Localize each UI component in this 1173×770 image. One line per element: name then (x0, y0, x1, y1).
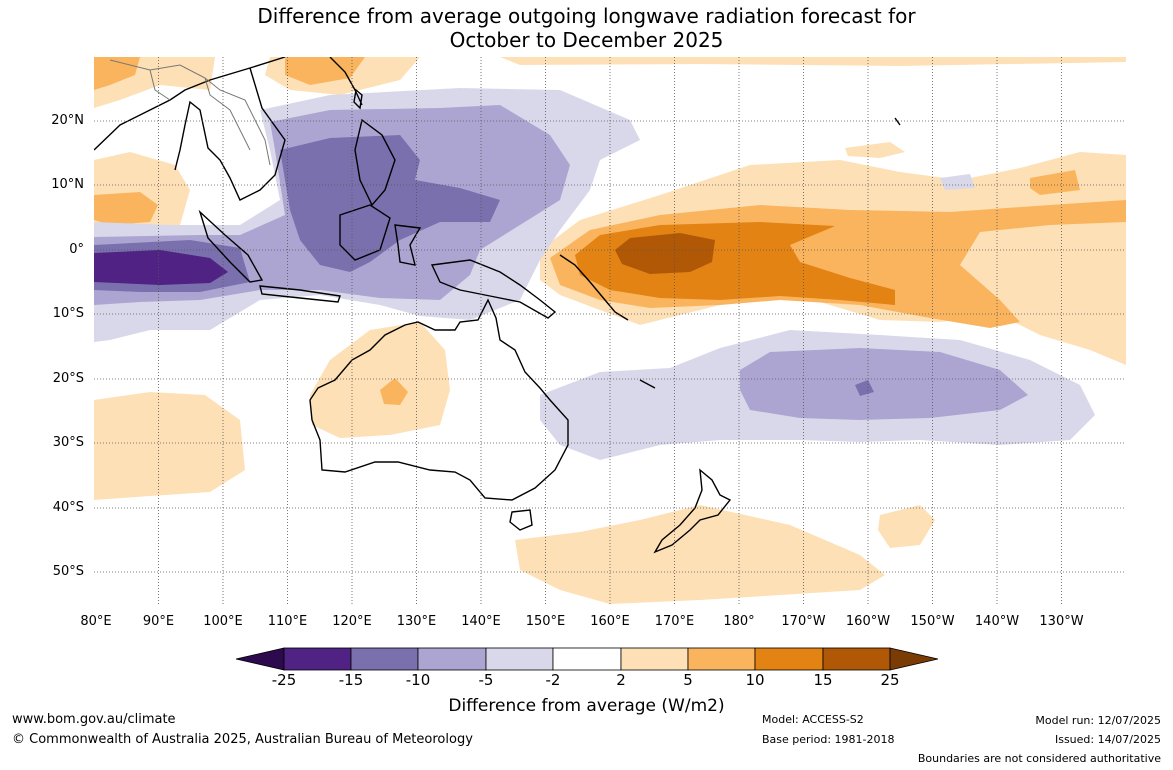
map-title-line1: Difference from average outgoing longwav… (257, 4, 916, 28)
gridlines (94, 57, 1126, 604)
lon-label: 140°W (974, 614, 1020, 629)
footer-model-run: Model run: 12/07/2025 (1035, 714, 1161, 727)
philippines-outline (354, 118, 396, 207)
anomaly-region-positive-medium (1030, 170, 1080, 195)
footer-model: Model: ACCESS-S2 (762, 713, 864, 726)
colorbar-bin (485, 647, 554, 671)
lon-label: 100°E (203, 614, 243, 629)
colorbar-title: Difference from average (W/m2) (448, 696, 725, 716)
lat-label: 20°S (52, 371, 84, 386)
colorbar (235, 647, 939, 671)
sulawesi-outline (394, 224, 422, 266)
anomaly-region-positive-light (94, 392, 245, 500)
lat-label: 10°S (52, 306, 84, 321)
colorbar-tick-label: -25 (271, 671, 297, 689)
lon-label: 180° (723, 614, 755, 629)
colorbar-tick-label: 2 (616, 671, 626, 689)
lon-label: 160°E (590, 614, 630, 629)
colorbar-bin (417, 647, 487, 671)
anomaly-region-positive-light (515, 505, 885, 604)
colorbar-bin (283, 647, 352, 671)
lat-label: 30°S (52, 435, 84, 450)
lat-label: 20°N (51, 113, 84, 128)
lon-label: 110°E (267, 614, 308, 629)
new-guinea-outline (430, 259, 557, 319)
colorbar-bin (687, 647, 756, 671)
colorbar-tick-label: 5 (683, 671, 693, 689)
colorbar-bin (620, 647, 689, 671)
colorbar-tick-label: 10 (745, 671, 765, 689)
colorbar-tick-label: 15 (813, 671, 833, 689)
anomaly-region-negative-strong (855, 380, 874, 396)
lon-label: 150°E (525, 614, 566, 629)
lon-label: 120°E (332, 614, 372, 629)
footer-url[interactable]: www.bom.gov.au/climate (12, 712, 176, 727)
colorbar-bin (822, 647, 891, 671)
footer-copyright: © Commonwealth of Australia 2025, Austra… (12, 732, 473, 747)
lat-label: 10°N (51, 177, 84, 192)
footer-base-period: Base period: 1981-2018 (762, 733, 895, 746)
australia-outline (309, 298, 569, 501)
asia-coastline (94, 57, 363, 201)
anomaly-shading (94, 57, 1126, 604)
colorbar-bin (350, 647, 419, 671)
anomaly-region-positive-light (845, 142, 905, 158)
anomaly-region-positive-light (310, 322, 450, 438)
lon-label: 150°W (910, 614, 955, 629)
anomaly-region-negative-strong (280, 135, 500, 272)
footer-issued: Issued: 14/07/2025 (1054, 733, 1161, 746)
lon-label: 80°E (80, 614, 112, 629)
pacific-islands-outline (559, 117, 901, 389)
lat-label: 50°S (52, 564, 84, 579)
lat-label: 0° (69, 242, 84, 257)
tasmania-outline (509, 509, 533, 531)
anomaly-region-positive-strongest (615, 233, 715, 274)
lon-label: 170°E (654, 614, 695, 629)
footer-disclaimer: Boundaries are not considered authoritat… (917, 752, 1161, 765)
map-title-line2: October to December 2025 (449, 28, 724, 52)
anomaly-region-positive-medium (94, 57, 140, 90)
lon-label: 140°E (461, 614, 501, 629)
coastlines (94, 57, 901, 554)
lon-label: 160°W (845, 614, 891, 629)
anomaly-region-negative-medium (740, 348, 1028, 420)
colorbar-extend-max (889, 647, 939, 671)
java-outline (259, 285, 341, 303)
anomaly-region-positive-light (878, 505, 935, 548)
anomaly-region-positive-medium (380, 378, 408, 405)
japan-outline (353, 88, 363, 110)
colorbar-tick-label: -5 (478, 671, 494, 689)
anomaly-region-positive-medium (285, 57, 365, 85)
colorbar-bin (552, 647, 622, 671)
colorbar-extend-min (235, 647, 285, 671)
anomaly-region-positive-light (500, 57, 1126, 66)
anomaly-region-negative-strongest (94, 250, 228, 285)
country-borders (109, 59, 271, 166)
new-zealand-outline (653, 468, 732, 554)
colorbar-tick-label: -10 (405, 671, 431, 689)
colorbar-tick-label: -2 (545, 671, 561, 689)
anomaly-region-positive-medium (94, 192, 158, 225)
colorbar-tick-label: 25 (880, 671, 900, 689)
sumatra-outline (198, 209, 264, 283)
lon-label: 130°E (396, 614, 437, 629)
lon-label: 130°W (1039, 614, 1084, 629)
lat-label: 40°S (52, 500, 84, 515)
lon-label: 90°E (142, 614, 175, 629)
anomaly-region-negative-light (940, 174, 975, 190)
lon-label: 170°W (781, 614, 826, 629)
colorbar-tick-label: -15 (338, 671, 364, 689)
colorbar-bin (754, 647, 824, 671)
